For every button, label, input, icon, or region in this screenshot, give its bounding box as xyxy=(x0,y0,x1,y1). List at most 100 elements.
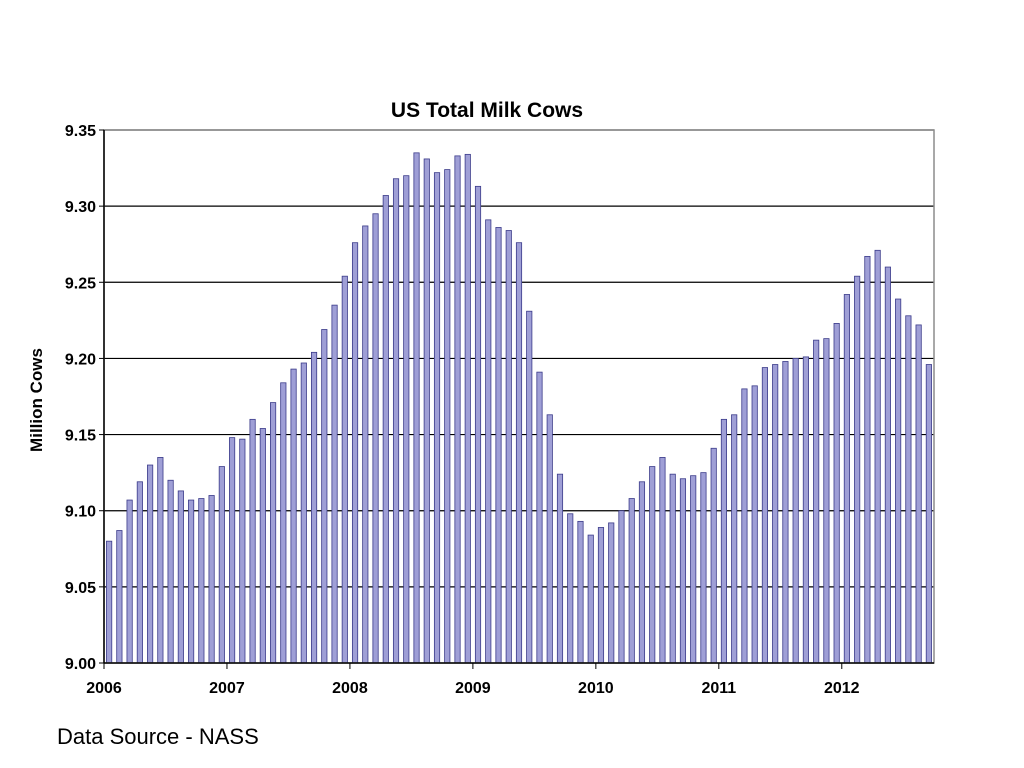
bar xyxy=(106,540,113,664)
bar xyxy=(433,172,441,664)
y-tick-label: 9.30 xyxy=(65,199,96,216)
bar xyxy=(782,361,789,664)
bar xyxy=(874,249,881,664)
bar xyxy=(157,457,164,664)
bar xyxy=(813,339,820,664)
bar xyxy=(495,227,502,664)
bar xyxy=(454,155,461,664)
bar xyxy=(823,338,830,664)
bar xyxy=(884,266,891,664)
bar xyxy=(772,364,779,664)
bar xyxy=(802,356,809,664)
bar xyxy=(239,438,246,664)
bar xyxy=(515,242,523,664)
bar xyxy=(792,358,799,664)
bar xyxy=(188,499,195,664)
bar xyxy=(403,175,410,664)
bar xyxy=(905,315,912,664)
bar xyxy=(392,178,400,664)
bar xyxy=(300,362,307,664)
bar xyxy=(638,481,646,664)
bar xyxy=(229,437,236,664)
axes xyxy=(99,129,935,669)
bars xyxy=(106,152,932,664)
y-tick-labels: 9.00 9.05 9.10 9.15 9.20 9.25 9.30 9.35 xyxy=(65,123,96,673)
bar xyxy=(659,457,666,664)
bar xyxy=(833,323,840,664)
bar xyxy=(505,230,512,664)
bar xyxy=(372,213,379,664)
bar xyxy=(382,195,389,664)
bar xyxy=(249,418,256,664)
y-tick-label: 9.10 xyxy=(65,504,96,521)
bar xyxy=(290,368,297,664)
bar xyxy=(751,385,758,664)
bar xyxy=(700,472,707,664)
chart-title: US Total Milk Cows xyxy=(391,99,583,122)
y-tick-label: 9.15 xyxy=(65,428,96,445)
x-tick-label: 2012 xyxy=(824,680,860,697)
bar xyxy=(310,351,318,664)
x-tick-label: 2009 xyxy=(455,680,491,697)
bar xyxy=(925,364,932,664)
bar xyxy=(270,402,277,664)
bar xyxy=(474,185,482,664)
bar xyxy=(577,520,584,664)
y-tick-label: 9.35 xyxy=(65,123,96,140)
bar xyxy=(341,275,348,664)
bar xyxy=(526,310,533,664)
bar xyxy=(413,152,420,664)
bar xyxy=(423,158,430,664)
bar xyxy=(444,169,451,664)
bar xyxy=(167,479,174,664)
bar xyxy=(679,478,687,664)
x-tick-label: 2006 xyxy=(86,680,122,697)
bar xyxy=(362,225,369,664)
bar xyxy=(731,414,738,664)
bar xyxy=(628,498,635,664)
bar xyxy=(915,324,922,664)
bar xyxy=(710,447,717,664)
x-tick-label: 2010 xyxy=(578,680,614,697)
y-axis-label: Million Cows xyxy=(27,348,46,452)
bar xyxy=(556,473,564,664)
x-tick-label: 2011 xyxy=(701,680,736,697)
bar xyxy=(597,527,605,664)
bar xyxy=(843,294,850,664)
x-tick-label: 2007 xyxy=(209,680,245,697)
y-tick-label: 9.25 xyxy=(65,275,96,292)
bar xyxy=(136,481,143,664)
bar xyxy=(464,153,471,664)
bar xyxy=(895,298,902,664)
x-tick-label: 2008 xyxy=(332,680,368,697)
x-tick-labels: 2006 2007 2008 2009 2010 2011 2012 xyxy=(86,680,859,697)
bar xyxy=(567,513,574,664)
y-tick-label: 9.00 xyxy=(65,656,96,673)
bar xyxy=(331,304,338,664)
y-tick-label: 9.05 xyxy=(65,580,96,597)
bar xyxy=(259,428,266,664)
bar xyxy=(546,414,553,664)
bar xyxy=(669,473,676,664)
bar xyxy=(218,466,225,664)
bar xyxy=(280,382,287,664)
bar xyxy=(587,534,594,664)
y-tick-label: 9.20 xyxy=(65,351,96,368)
bar xyxy=(690,475,697,664)
bar xyxy=(649,466,656,664)
bar xyxy=(321,329,328,664)
bar xyxy=(177,490,184,664)
bar xyxy=(351,242,359,664)
bar xyxy=(741,388,748,664)
bar xyxy=(536,371,543,664)
bar xyxy=(618,510,625,664)
bar xyxy=(198,498,205,664)
bar xyxy=(608,522,615,664)
bar xyxy=(126,499,133,664)
bar xyxy=(116,530,123,664)
bar xyxy=(208,495,215,664)
bar xyxy=(485,219,492,664)
bar xyxy=(854,275,861,664)
bar xyxy=(761,367,768,664)
